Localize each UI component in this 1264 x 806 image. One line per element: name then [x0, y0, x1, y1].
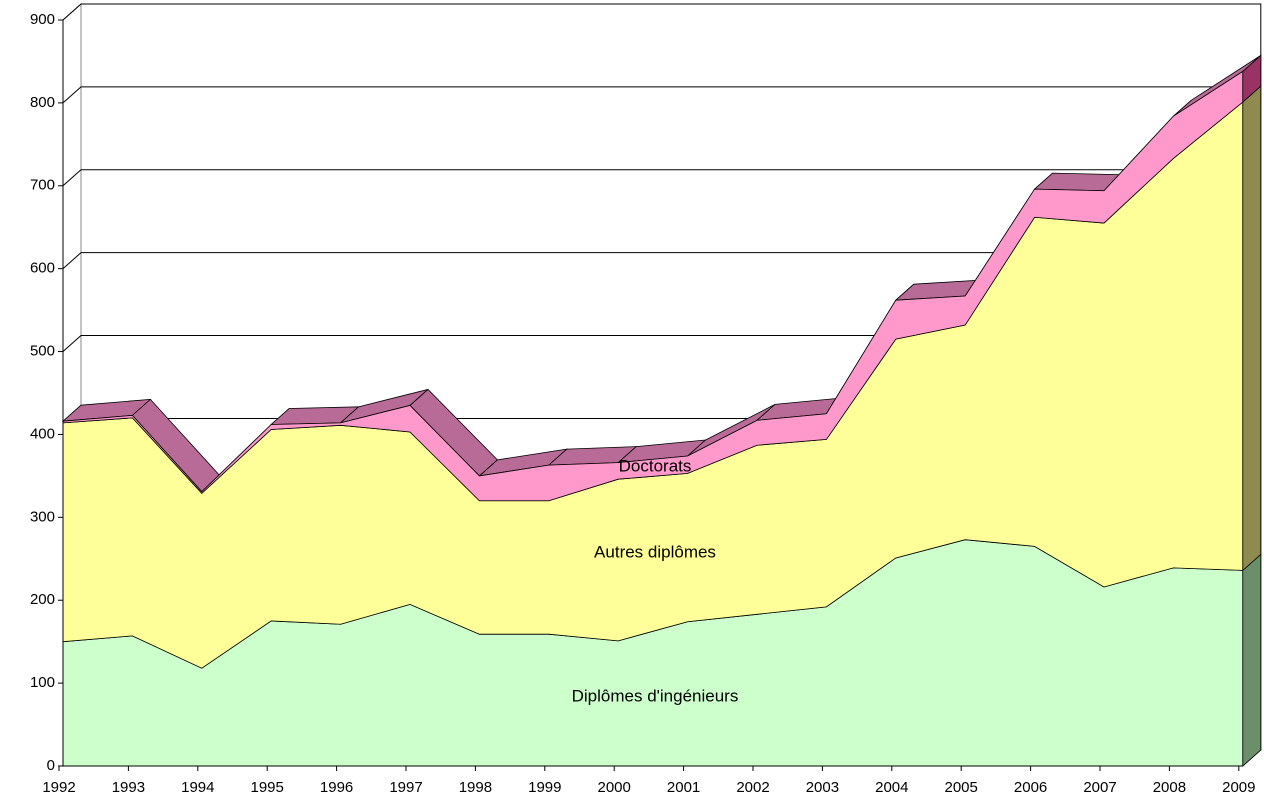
series-label: Doctorats: [619, 456, 692, 475]
y-tick-label: 100: [30, 674, 55, 691]
x-tick-label: 2009: [1222, 779, 1255, 796]
x-tick-label: 2004: [875, 779, 908, 796]
grid-line: [62, 252, 1261, 270]
x-tick-label: 1999: [528, 779, 561, 796]
y-tick-label: 0: [47, 757, 55, 774]
x-tick-label: 2002: [736, 779, 769, 796]
y-tick-label: 300: [30, 508, 55, 525]
x-tick-label: 2003: [806, 779, 839, 796]
x-tick-label: 2005: [945, 779, 978, 796]
y-tick-label: 900: [30, 11, 55, 28]
x-tick-label: 2006: [1014, 779, 1047, 796]
y-tick-label: 200: [30, 591, 55, 608]
y-tick-label: 400: [30, 425, 55, 442]
side-face: [1242, 54, 1262, 103]
x-tick-label: 2008: [1153, 779, 1186, 796]
y-tick-label: 600: [30, 260, 55, 277]
x-tick-label: 2001: [667, 779, 700, 796]
grid-line: [62, 169, 1261, 187]
x-tick-label: 1992: [42, 779, 75, 796]
grid-line: [62, 3, 1261, 21]
x-tick-label: 1997: [389, 779, 422, 796]
x-tick-label: 2000: [598, 779, 631, 796]
side-face: [1242, 85, 1262, 572]
x-tick-label: 1993: [112, 779, 145, 796]
grid-line: [62, 86, 1261, 104]
x-tick-label: 1998: [459, 779, 492, 796]
grid-line: [62, 335, 1261, 352]
x-tick-label: 1996: [320, 779, 353, 796]
y-tick-label: 800: [30, 94, 55, 111]
x-tick-label: 1995: [251, 779, 284, 796]
series-label: Diplômes d'ingénieurs: [572, 686, 739, 705]
series-label: Autres diplômes: [594, 542, 716, 561]
x-tick-label: 1994: [181, 779, 214, 796]
y-tick-label: 500: [30, 343, 55, 360]
side-face: [1242, 553, 1262, 767]
y-tick-label: 700: [30, 177, 55, 194]
x-tick-label: 2007: [1083, 779, 1116, 796]
